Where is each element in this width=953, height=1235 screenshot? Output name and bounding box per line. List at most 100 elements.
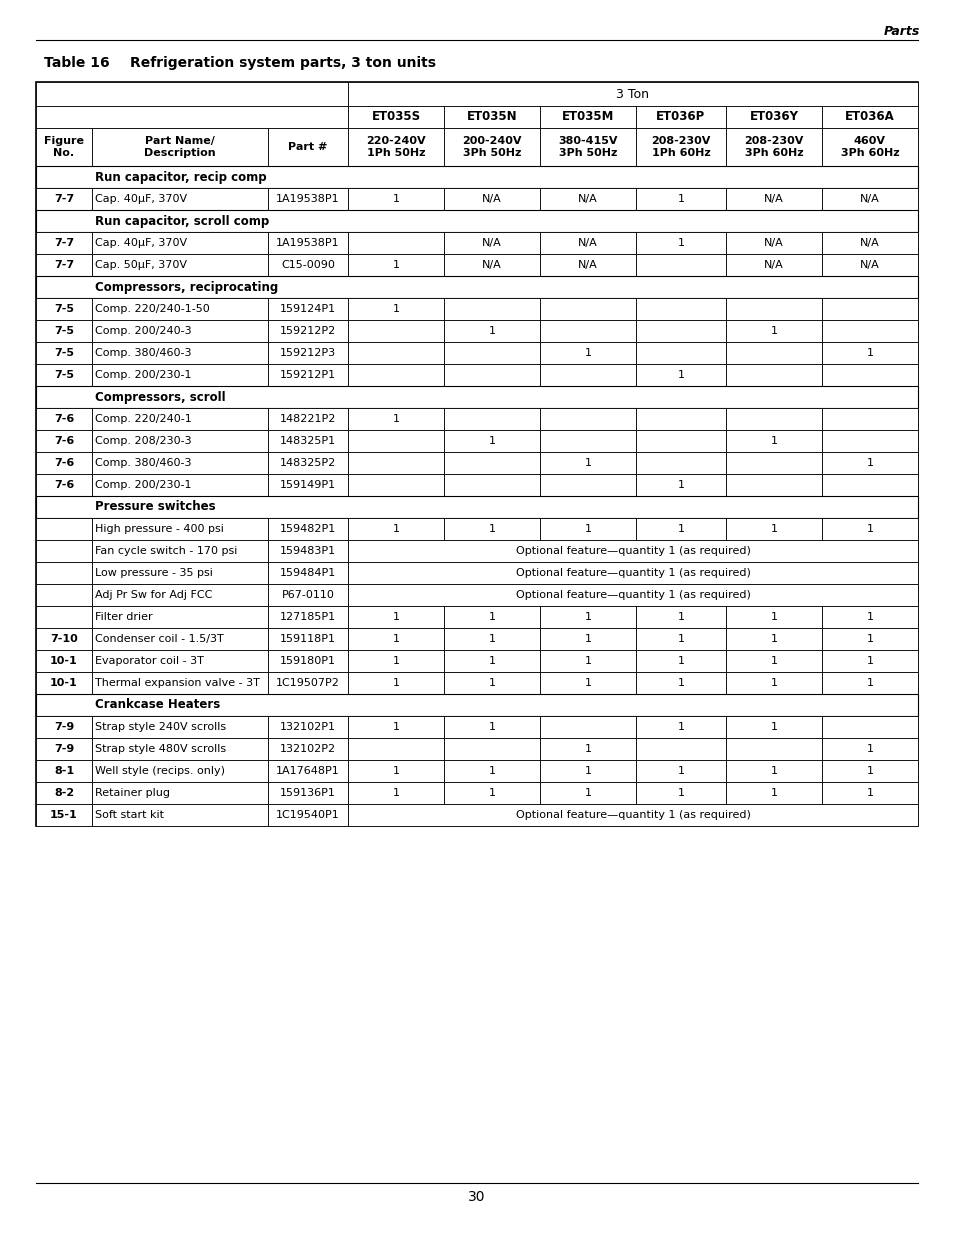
Bar bbox=[91, 408, 268, 430]
Text: Cap. 40μF, 370V: Cap. 40μF, 370V bbox=[95, 194, 187, 204]
Bar bbox=[443, 650, 539, 672]
Bar bbox=[348, 254, 443, 275]
Bar bbox=[443, 739, 539, 760]
Text: 1C19540P1: 1C19540P1 bbox=[275, 810, 339, 820]
Bar bbox=[91, 298, 268, 320]
Bar bbox=[348, 606, 443, 629]
Bar bbox=[268, 342, 348, 364]
Text: ET036Y: ET036Y bbox=[749, 110, 798, 124]
Text: 1: 1 bbox=[488, 722, 495, 732]
Bar bbox=[821, 342, 917, 364]
Text: N/A: N/A bbox=[860, 238, 879, 248]
Text: 30: 30 bbox=[468, 1191, 485, 1204]
Text: N/A: N/A bbox=[860, 194, 879, 204]
Bar bbox=[539, 517, 636, 540]
Bar bbox=[443, 298, 539, 320]
Text: 1: 1 bbox=[770, 788, 777, 798]
Bar bbox=[36, 496, 917, 517]
Text: Comp. 380/460-3: Comp. 380/460-3 bbox=[95, 348, 192, 358]
Text: Comp. 200/230-1: Comp. 200/230-1 bbox=[95, 480, 192, 490]
Bar bbox=[348, 128, 443, 165]
Text: 1: 1 bbox=[584, 656, 591, 666]
Bar bbox=[268, 739, 348, 760]
Text: 1: 1 bbox=[392, 524, 399, 534]
Text: 159118P1: 159118P1 bbox=[280, 634, 335, 643]
Text: N/A: N/A bbox=[763, 194, 783, 204]
Text: 1: 1 bbox=[392, 634, 399, 643]
Bar bbox=[36, 106, 348, 128]
Text: Compressors, reciprocating: Compressors, reciprocating bbox=[95, 280, 278, 294]
Bar bbox=[539, 672, 636, 694]
Text: Optional feature—quantity 1 (as required): Optional feature—quantity 1 (as required… bbox=[515, 590, 750, 600]
Bar bbox=[36, 694, 917, 716]
Text: 7-5: 7-5 bbox=[54, 326, 74, 336]
Bar bbox=[36, 342, 91, 364]
Bar bbox=[91, 320, 268, 342]
Text: 1: 1 bbox=[392, 656, 399, 666]
Text: 1: 1 bbox=[584, 678, 591, 688]
Text: 1A19538P1: 1A19538P1 bbox=[276, 238, 339, 248]
Bar bbox=[539, 298, 636, 320]
Bar bbox=[36, 364, 91, 387]
Bar bbox=[636, 254, 725, 275]
Text: ET036A: ET036A bbox=[844, 110, 894, 124]
Text: 1: 1 bbox=[488, 766, 495, 776]
Text: N/A: N/A bbox=[481, 194, 501, 204]
Text: Parts: Parts bbox=[882, 25, 919, 38]
Text: 1: 1 bbox=[677, 722, 684, 732]
Text: 1: 1 bbox=[488, 613, 495, 622]
Bar bbox=[348, 430, 443, 452]
Text: Cap. 50μF, 370V: Cap. 50μF, 370V bbox=[95, 261, 187, 270]
Bar bbox=[36, 474, 91, 496]
Bar bbox=[36, 760, 91, 782]
Bar bbox=[348, 804, 917, 826]
Bar bbox=[725, 408, 821, 430]
Text: Compressors, scroll: Compressors, scroll bbox=[95, 390, 226, 404]
Bar bbox=[636, 629, 725, 650]
Bar bbox=[348, 540, 917, 562]
Bar bbox=[539, 452, 636, 474]
Bar bbox=[443, 364, 539, 387]
Bar bbox=[348, 584, 917, 606]
Text: Optional feature—quantity 1 (as required): Optional feature—quantity 1 (as required… bbox=[515, 568, 750, 578]
Text: Comp. 220/240-1: Comp. 220/240-1 bbox=[95, 414, 192, 424]
Bar bbox=[36, 387, 917, 408]
Bar bbox=[91, 452, 268, 474]
Bar bbox=[36, 629, 91, 650]
Bar bbox=[725, 188, 821, 210]
Bar bbox=[443, 672, 539, 694]
Text: 1: 1 bbox=[392, 788, 399, 798]
Text: ET035N: ET035N bbox=[466, 110, 517, 124]
Bar bbox=[636, 364, 725, 387]
Bar bbox=[725, 629, 821, 650]
Bar bbox=[539, 342, 636, 364]
Bar bbox=[725, 517, 821, 540]
Bar bbox=[821, 629, 917, 650]
Bar bbox=[36, 254, 91, 275]
Bar bbox=[36, 650, 91, 672]
Bar bbox=[821, 782, 917, 804]
Bar bbox=[821, 232, 917, 254]
Text: 208-230V
1Ph 60Hz: 208-230V 1Ph 60Hz bbox=[651, 136, 710, 158]
Bar bbox=[443, 320, 539, 342]
Text: 1: 1 bbox=[770, 656, 777, 666]
Bar bbox=[443, 188, 539, 210]
Bar bbox=[636, 320, 725, 342]
Bar bbox=[91, 584, 268, 606]
Bar bbox=[725, 739, 821, 760]
Bar bbox=[348, 232, 443, 254]
Text: 1: 1 bbox=[770, 722, 777, 732]
Bar bbox=[821, 760, 917, 782]
Text: Evaporator coil - 3T: Evaporator coil - 3T bbox=[95, 656, 204, 666]
Bar bbox=[91, 672, 268, 694]
Text: 1: 1 bbox=[392, 194, 399, 204]
Bar bbox=[443, 474, 539, 496]
Text: 1: 1 bbox=[488, 326, 495, 336]
Bar bbox=[348, 672, 443, 694]
Bar bbox=[91, 760, 268, 782]
Bar bbox=[36, 188, 91, 210]
Text: Soft start kit: Soft start kit bbox=[95, 810, 164, 820]
Bar bbox=[268, 254, 348, 275]
Bar bbox=[539, 232, 636, 254]
Text: 1: 1 bbox=[677, 194, 684, 204]
